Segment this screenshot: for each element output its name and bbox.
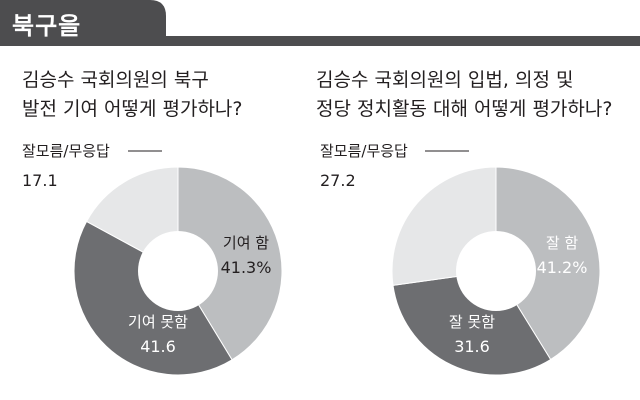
donut-slice-0-0 (177, 166, 283, 361)
chart-title-left-line-2: 발전 기여 어떻게 평가하나? (22, 98, 243, 120)
slice-value-1-0: 41.2% (537, 258, 588, 277)
chart-title-left: 김승수 국회의원의 북구 발전 기여 어떻게 평가하나? (22, 66, 242, 124)
donut-hole (138, 231, 218, 311)
chart-title-right: 김승수 국회의원의 입법, 의정 및 정당 정치활동 대해 어떻게 평가하나? (316, 66, 612, 124)
slice-label-0-0: 기여 함 (223, 234, 269, 252)
slice-value-1-2: 27.2 (320, 171, 356, 190)
region-label: 북구을 (12, 12, 82, 40)
slice-label-0-2: 잘모름/무응답 (22, 142, 110, 160)
slice-value-0-2: 17.1 (22, 171, 58, 190)
chart-title-right-line-2: 정당 정치활동 대해 어떻게 평가하나? (316, 98, 613, 120)
slice-value-0-0: 41.3% (221, 258, 272, 277)
slice-label-1-0: 잘 함 (546, 234, 579, 252)
donut-hole (456, 231, 536, 311)
slice-label-1-1: 잘 못함 (449, 313, 495, 331)
region-header: 북구을 (0, 0, 640, 46)
slice-label-0-1: 기여 못함 (128, 313, 188, 331)
slice-value-0-1: 41.6 (140, 337, 176, 356)
slice-label-1-2: 잘모름/무응답 (320, 142, 408, 160)
chart-title-right-line-1: 김승수 국회의원의 입법, 의정 및 (316, 69, 574, 91)
region-header-bar (0, 0, 640, 46)
donut-slice-1-0 (495, 166, 601, 361)
chart-title-left-line-1: 김승수 국회의원의 북구 (22, 69, 209, 91)
slice-value-1-1: 31.6 (454, 337, 490, 356)
